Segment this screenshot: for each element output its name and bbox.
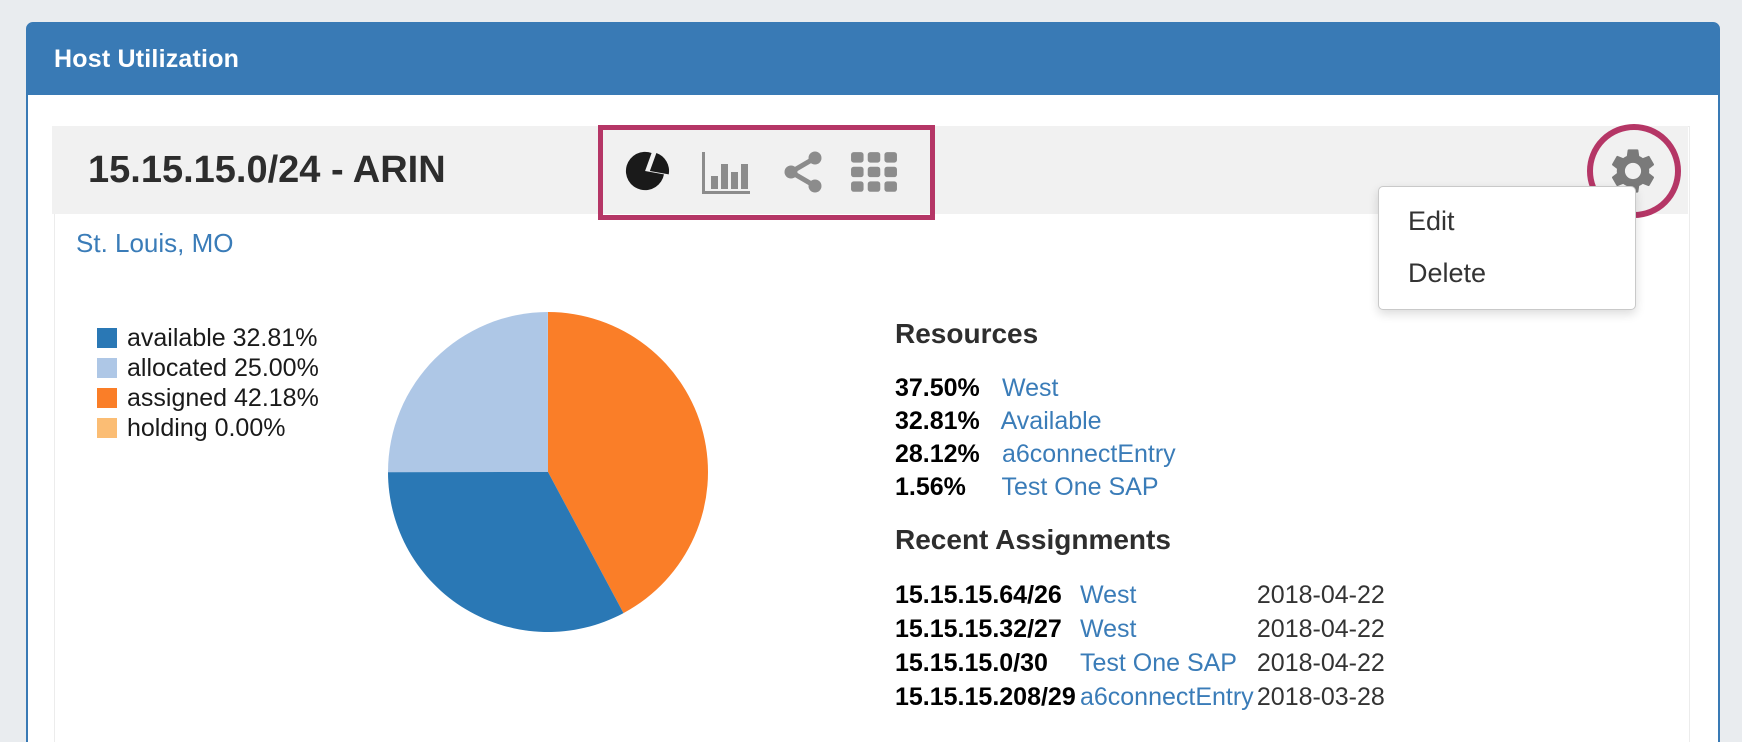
resources-heading: Resources [895,318,1039,349]
resource-pct: 1.56% [895,473,966,501]
pie-chart-view-icon[interactable] [624,148,670,194]
assignment-row: 15.15.15.64/26 West 2018-04-22 [895,578,1385,612]
assignment-row: 15.15.15.208/29 a6connectEntry 2018-03-2… [895,680,1385,714]
gear-icon[interactable] [1606,144,1660,198]
legend-swatch-allocated [97,358,117,378]
legend-swatch-assigned [97,388,117,408]
grid-view-icon[interactable] [850,152,898,194]
pie-legend: available 32.81% allocated 25.00% assign… [97,323,319,443]
legend-item: available 32.81% [97,323,319,353]
pie-slice-available [388,472,624,632]
panel-header: Host Utilization [28,24,1718,95]
resource-row: 28.12% a6connectEntry [895,438,1176,471]
menu-item-delete[interactable]: Delete [1408,258,1487,288]
assignment-prefix: 15.15.15.32/27 [895,615,1062,643]
resource-link[interactable]: a6connectEntry [1001,440,1176,468]
location-link[interactable]: St. Louis, MO [76,228,234,258]
resource-link[interactable]: Available [1000,407,1102,435]
utilization-pie-chart [387,312,708,632]
assignment-link[interactable]: a6connectEntry [1079,683,1254,711]
resource-row: 32.81% Available [895,405,1176,438]
resource-pct: 32.81% [895,407,980,435]
assignment-date: 2018-04-22 [1256,581,1385,609]
pie-slice-allocated [387,312,548,473]
gear-dropdown-menu: Edit Delete [1378,186,1636,310]
assignment-prefix: 15.15.15.0/30 [895,649,1048,677]
legend-item: assigned 42.18% [97,383,319,413]
bar-chart-view-icon[interactable] [700,150,752,196]
pie-slice-assigned [548,312,708,614]
assignment-prefix: 15.15.15.64/26 [895,581,1062,609]
assignment-link[interactable]: Test One SAP [1079,649,1237,677]
assignment-date: 2018-04-22 [1256,615,1385,643]
assignment-date: 2018-04-22 [1256,649,1385,677]
resource-pct: 28.12% [895,440,980,468]
menu-item-edit[interactable]: Edit [1408,206,1455,236]
block-title: 15.15.15.0/24 - ARIN [88,149,446,191]
panel-title: Host Utilization [54,45,240,73]
recent-assignments-list: 15.15.15.64/26 West 2018-04-22 15.15.15.… [895,578,1385,714]
legend-swatch-holding [97,418,117,438]
assignment-row: 15.15.15.0/30 Test One SAP 2018-04-22 [895,646,1385,680]
resource-pct: 37.50% [895,374,980,402]
resources-list: 37.50% West 32.81% Available 28.12% a6co… [895,372,1176,504]
recent-assignments-heading: Recent Assignments [895,524,1171,555]
legend-item: holding 0.00% [97,413,319,443]
legend-swatch-available [97,328,117,348]
resource-link[interactable]: West [1001,374,1059,402]
legend-item: allocated 25.00% [97,353,319,383]
assignment-link[interactable]: West [1079,615,1137,643]
resource-row: 1.56% Test One SAP [895,471,1176,504]
resource-row: 37.50% West [895,372,1176,405]
assignment-row: 15.15.15.32/27 West 2018-04-22 [895,612,1385,646]
assignment-date: 2018-03-28 [1256,683,1385,711]
resource-link[interactable]: Test One SAP [1001,473,1159,501]
share-icon[interactable] [782,150,826,194]
assignment-prefix: 15.15.15.208/29 [895,683,1076,711]
assignment-link[interactable]: West [1079,581,1137,609]
